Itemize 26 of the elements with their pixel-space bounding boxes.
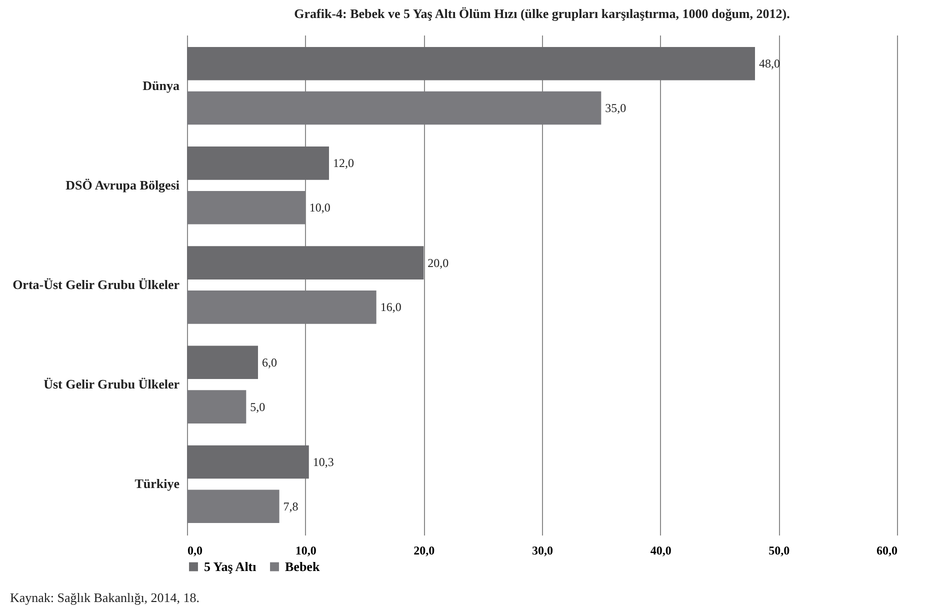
data-label: 12,0 [333, 156, 354, 170]
y-tick-label: Türkiye [134, 476, 180, 492]
y-tick-label: Üst Gelir Grubu Ülkeler [44, 376, 180, 392]
x-tick-label: 50,0 [768, 544, 790, 558]
x-tick-label: 0,0 [188, 544, 202, 558]
legend-label: Bebek [285, 558, 320, 574]
x-tick-label: 30,0 [532, 544, 553, 558]
y-tick-label: Orta-Üst Gelir Grubu Ülkeler [12, 277, 180, 292]
x-tick-label: 20,0 [414, 544, 435, 558]
data-label: 10,0 [309, 200, 330, 215]
legend-label: 5 Yaş Altı [204, 558, 257, 574]
y-tick-label: Dünya [142, 78, 180, 93]
x-tick-label: 40,0 [650, 544, 672, 558]
data-label: 48,0 [759, 56, 780, 71]
data-label: 20,0 [428, 256, 449, 270]
data-label: 16,0 [380, 300, 402, 314]
chart-title: Grafik-4: Bebek ve 5 Yaş Altı Ölüm Hızı (ülke grupları karşılaştırma, 1000 doğum, 2012). [294, 6, 790, 21]
y-tick-label: DSÖ Avrupa Bölgesi [66, 177, 180, 192]
x-tick-label: 10,0 [295, 544, 316, 558]
data-label: 5,0 [250, 400, 266, 414]
text: Kaynak: Sağlık Bakanlığı, 2014, 18. [10, 590, 200, 606]
data-label: 10,3 [312, 455, 334, 470]
data-label: 35,0 [605, 100, 626, 115]
x-tick-label: 60,0 [876, 544, 898, 558]
data-label: 6,0 [262, 355, 277, 370]
data-label: 7,8 [283, 499, 298, 514]
